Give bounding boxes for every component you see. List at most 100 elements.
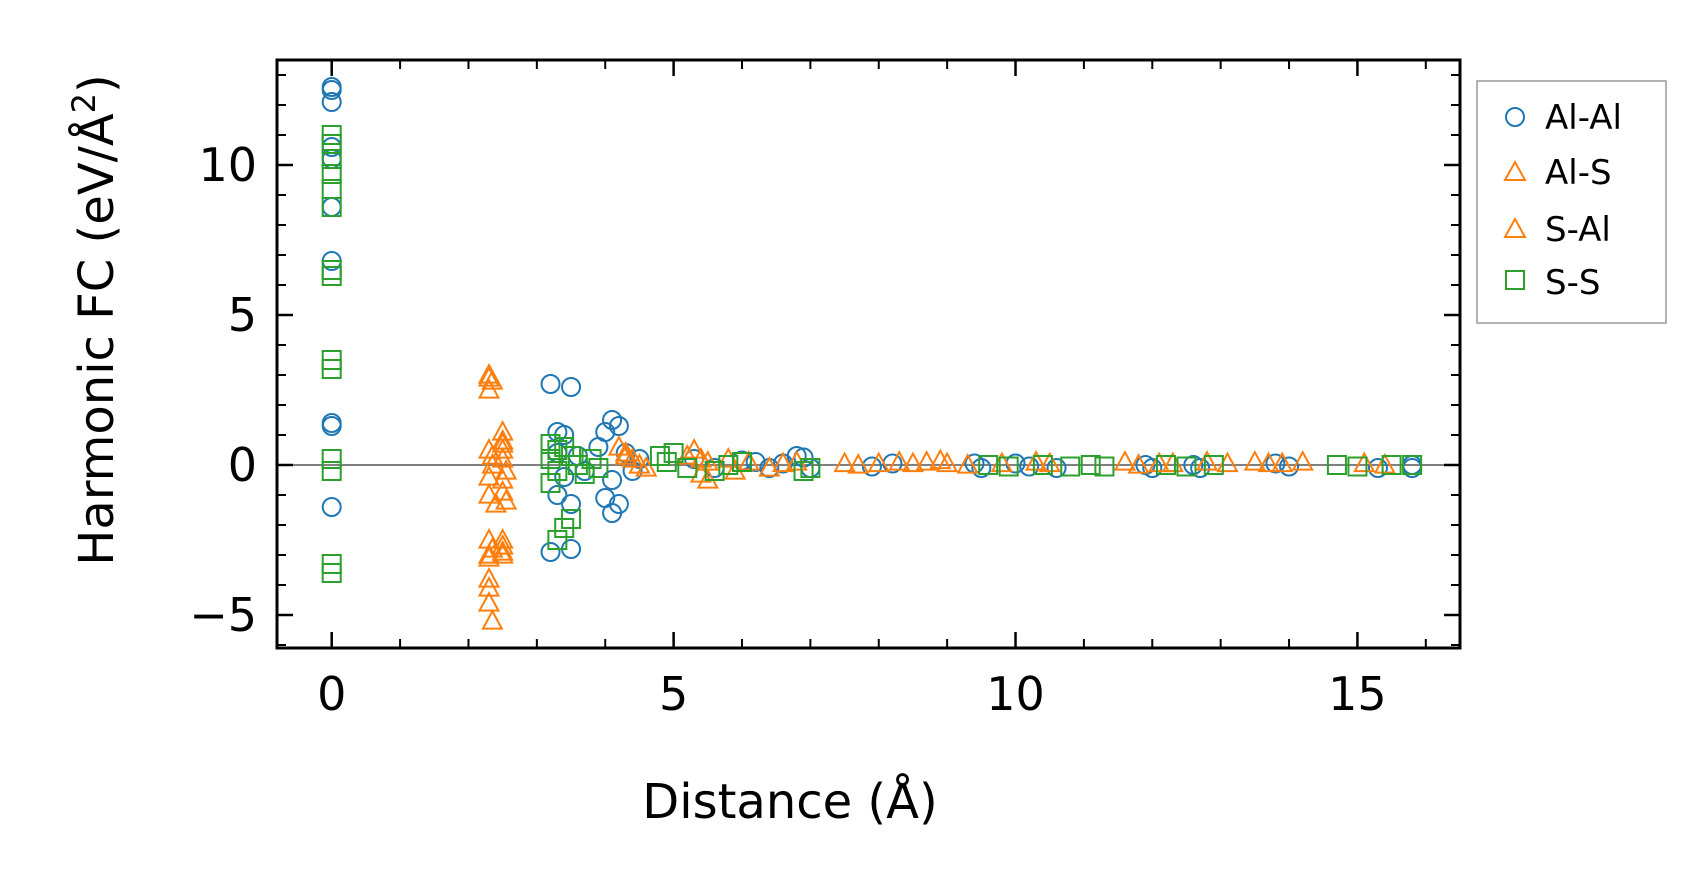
point-s-al-3 bbox=[491, 539, 514, 561]
point-al-s-14 bbox=[481, 443, 504, 465]
point-s-s-14 bbox=[540, 434, 561, 454]
point-al-al-52 bbox=[1190, 458, 1211, 478]
point-al-al-19 bbox=[554, 467, 575, 487]
x-tick-label-0: 0 bbox=[317, 667, 346, 721]
point-s-s-46 bbox=[1326, 455, 1347, 475]
legend: Al-Al Al-S S-Al S-S bbox=[1476, 80, 1667, 324]
point-s-s-36 bbox=[800, 458, 821, 478]
point-al-s-58 bbox=[1373, 452, 1396, 474]
x-tick-label-1: 5 bbox=[659, 667, 688, 721]
point-al-al-23 bbox=[602, 410, 623, 430]
point-al-s-50 bbox=[1127, 452, 1150, 474]
legend-item-al-al: Al-Al bbox=[1505, 98, 1622, 138]
point-al-al-32 bbox=[622, 461, 643, 481]
x-tick-label-3: 15 bbox=[1328, 667, 1387, 721]
point-al-al-39 bbox=[786, 446, 807, 466]
point-s-s-41 bbox=[1080, 455, 1101, 475]
point-al-s-57 bbox=[1353, 451, 1376, 473]
point-al-s-22 bbox=[494, 488, 518, 510]
legend-label-al-s: Al-S bbox=[1545, 153, 1612, 193]
point-s-s-45 bbox=[1203, 455, 1224, 475]
point-al-s-46 bbox=[936, 451, 959, 473]
point-al-s-20 bbox=[491, 467, 514, 489]
point-s-s-39 bbox=[1032, 455, 1053, 475]
point-al-al-53 bbox=[1265, 453, 1286, 474]
point-s-s-11 bbox=[321, 461, 342, 481]
legend-item-s-s: S-S bbox=[1505, 263, 1600, 303]
point-s-s-34 bbox=[731, 452, 752, 472]
legend-label-al-al: Al-Al bbox=[1545, 98, 1622, 138]
point-al-s-34 bbox=[696, 467, 719, 489]
point-s-s-7 bbox=[321, 266, 342, 286]
point-al-s-40 bbox=[833, 451, 856, 473]
point-al-s-38 bbox=[758, 455, 781, 477]
point-al-s-54 bbox=[1243, 449, 1266, 471]
point-s-s-48 bbox=[1381, 455, 1402, 475]
point-al-s-6 bbox=[477, 566, 501, 588]
point-s-s-13 bbox=[321, 563, 342, 583]
point-al-al-9 bbox=[321, 497, 342, 517]
point-s-s-49 bbox=[1402, 455, 1423, 475]
point-s-s-10 bbox=[321, 449, 342, 469]
point-al-s-8 bbox=[481, 608, 504, 630]
point-s-s-33 bbox=[718, 455, 739, 475]
point-al-s-21 bbox=[491, 479, 514, 501]
legend-label-s-s: S-S bbox=[1545, 263, 1600, 303]
point-s-al-0 bbox=[477, 365, 501, 387]
point-al-s-17 bbox=[491, 437, 514, 459]
point-al-al-36 bbox=[745, 452, 766, 472]
point-al-al-48 bbox=[1046, 458, 1067, 478]
point-al-al-2 bbox=[321, 92, 342, 112]
point-al-al-50 bbox=[1142, 458, 1163, 478]
point-s-s-19 bbox=[547, 530, 568, 550]
point-s-al-2 bbox=[477, 575, 501, 597]
point-s-s-9 bbox=[321, 359, 342, 379]
point-al-s-2 bbox=[481, 368, 504, 390]
point-al-al-54 bbox=[1279, 456, 1300, 477]
point-al-al-29 bbox=[602, 470, 623, 490]
plot-area: 0 5 10 15 −5 0 5 10 bbox=[189, 58, 1462, 721]
point-al-al-28 bbox=[588, 437, 609, 457]
point-s-al-7 bbox=[696, 449, 719, 471]
point-al-al-47 bbox=[1019, 456, 1040, 477]
point-s-s-21 bbox=[561, 509, 582, 529]
y-tick-label-2: 5 bbox=[228, 288, 257, 342]
point-al-al-1 bbox=[321, 80, 342, 100]
x-tick-label-2: 10 bbox=[986, 667, 1045, 721]
point-al-al-12 bbox=[540, 542, 561, 562]
point-al-al-8 bbox=[321, 416, 342, 436]
point-s-al-10 bbox=[956, 452, 979, 474]
point-s-s-40 bbox=[1060, 456, 1081, 477]
point-al-al-5 bbox=[321, 197, 342, 217]
point-al-al-27 bbox=[608, 494, 629, 514]
point-s-al-12 bbox=[1147, 451, 1171, 473]
point-al-s-24 bbox=[491, 533, 514, 555]
point-al-s-42 bbox=[867, 451, 890, 473]
point-s-al-13 bbox=[1271, 451, 1294, 473]
point-al-al-11 bbox=[561, 377, 582, 397]
point-al-s-12 bbox=[477, 482, 501, 504]
legend-marker-al-s bbox=[1503, 159, 1527, 181]
point-al-s-23 bbox=[491, 527, 514, 549]
legend-marker-al-al bbox=[1505, 107, 1525, 127]
point-al-s-43 bbox=[888, 449, 911, 471]
point-s-s-32 bbox=[704, 461, 725, 481]
point-al-s-49 bbox=[1113, 449, 1137, 471]
legend-marker-s-s bbox=[1505, 270, 1525, 290]
point-al-al-45 bbox=[971, 458, 992, 478]
legend-frame bbox=[1476, 80, 1667, 324]
point-al-al-42 bbox=[861, 456, 882, 477]
point-s-al-11 bbox=[1038, 451, 1061, 473]
point-s-s-1 bbox=[321, 134, 342, 154]
point-al-s-48 bbox=[1024, 449, 1048, 471]
legend-label-s-al: S-Al bbox=[1545, 210, 1611, 250]
y-axis-label-superscript: 2 bbox=[65, 93, 103, 113]
point-al-al-17 bbox=[561, 494, 582, 514]
point-al-s-7 bbox=[477, 590, 501, 612]
point-al-al-16 bbox=[547, 485, 568, 505]
point-s-s-25 bbox=[574, 464, 595, 484]
point-s-s-31 bbox=[677, 458, 698, 478]
point-s-s-27 bbox=[588, 458, 609, 478]
point-s-al-9 bbox=[901, 451, 925, 473]
